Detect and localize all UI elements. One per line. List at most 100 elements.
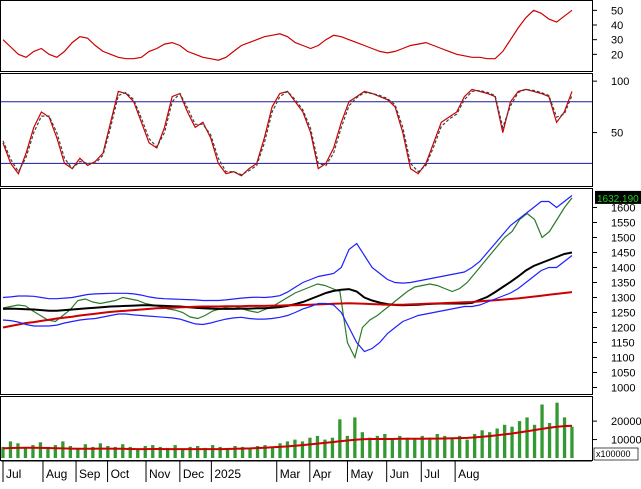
x-tick-label: Dec	[183, 467, 204, 481]
volume-bar	[323, 439, 327, 458]
volume-bar	[225, 447, 230, 458]
volume-unit-label: x100000	[596, 449, 631, 459]
volume-bar	[480, 430, 484, 458]
adx-series-line	[2, 9, 573, 61]
x-tick-label: Sep	[79, 467, 101, 481]
volume-bar	[68, 446, 72, 458]
volume-bar	[443, 435, 447, 458]
price-panel: 1000 1050 1100 1150 1200 1250 1300 1350 1400 1450…	[2, 190, 641, 395]
adx-panel-frame	[0, 0, 593, 72]
volume-bar	[532, 424, 537, 458]
y-tick-label: 10000	[611, 435, 641, 447]
volume-bar	[368, 437, 372, 458]
volume-bar	[517, 421, 522, 458]
y-tick-label: 1600	[611, 203, 635, 215]
last-price-badge	[595, 190, 641, 204]
volume-bar	[46, 446, 50, 458]
volume-bar	[270, 446, 275, 458]
volume-bar	[308, 437, 312, 458]
volume-bar	[360, 432, 364, 458]
y-tick-label: 1200	[611, 323, 635, 335]
x-tick-label: Jul	[424, 467, 439, 481]
volume-bar	[8, 441, 13, 458]
y-tick-label: 20000	[611, 416, 641, 428]
volume-bar	[562, 417, 567, 458]
volume-bar	[53, 445, 57, 458]
volume-bar	[76, 447, 80, 458]
x-tick-label: Jun	[390, 467, 409, 481]
stochastic-panel-frame	[0, 73, 593, 187]
volume-bar	[315, 435, 320, 458]
x-tick-label: Jul	[6, 467, 21, 481]
volume-bar	[151, 445, 155, 458]
y-tick-label: 1150	[611, 338, 635, 350]
x-tick-label: Oct	[111, 467, 130, 481]
volume-bar	[465, 439, 469, 458]
volume-bar	[345, 435, 349, 458]
y-tick-label: 1100	[611, 353, 635, 365]
x-tick-label: Apr	[313, 467, 332, 481]
adx-panel: 20 30 40 50	[2, 5, 623, 61]
volume-bar	[248, 448, 252, 458]
volume-bar	[458, 435, 462, 458]
x-tick-label: Mar	[280, 467, 301, 481]
volume-bar	[555, 402, 559, 458]
volume-bar	[83, 444, 87, 458]
volume-bar	[278, 443, 282, 459]
volume-bar	[398, 435, 402, 458]
volume-bar	[128, 446, 132, 458]
volume-bar	[211, 445, 215, 458]
volume-bar	[255, 446, 260, 458]
y-tick-label: 1000	[611, 383, 635, 395]
volume-bar	[413, 439, 417, 458]
volume-bar	[98, 443, 102, 459]
volume-bar	[405, 437, 409, 458]
y-tick-label: 100	[611, 76, 629, 88]
volume-bar	[188, 446, 192, 458]
volume-bar	[113, 446, 117, 458]
y-tick-label: 1500	[611, 233, 635, 245]
stochastic-series-line	[2, 88, 573, 176]
volume-bar	[91, 446, 95, 458]
x-tick-label: May	[350, 467, 373, 481]
volume-bar	[61, 441, 65, 458]
volume-bar	[293, 439, 297, 458]
y-tick-label: 50	[611, 5, 623, 17]
y-tick-label: 1300	[611, 293, 635, 305]
volume-bar	[218, 446, 222, 458]
volume-bar	[525, 417, 529, 458]
volume-bar	[495, 428, 499, 458]
volume-bar	[353, 417, 357, 458]
volume-bar	[338, 419, 342, 458]
volume-bar	[31, 445, 35, 458]
volume-bar	[23, 447, 28, 458]
volume-bar	[540, 404, 544, 458]
y-tick-label: 1450	[611, 248, 635, 260]
y-tick-label: 40	[611, 20, 623, 32]
x-tick-label: Nov	[149, 467, 170, 481]
price-series-line	[2, 291, 573, 329]
y-tick-label: 50	[611, 128, 623, 140]
volume-bar	[38, 442, 43, 458]
volume-bar	[196, 446, 200, 458]
panel-frames	[0, 0, 593, 461]
volume-bar	[383, 434, 387, 458]
volume-bar	[488, 432, 492, 458]
y-tick-label: 1250	[611, 308, 635, 320]
volume-bar	[106, 446, 110, 458]
x-axis: Jul Aug Sep Oct Nov Dec 2025 Mar Apr May Jun Jul Aug	[1, 460, 592, 482]
volume-bar	[166, 447, 170, 458]
price-series-line	[2, 195, 573, 302]
y-tick-label: 20	[611, 49, 623, 61]
volume-bar	[263, 445, 267, 458]
volume-panel: 10000 20000 x100000	[1, 402, 641, 461]
y-tick-label: 30	[611, 35, 623, 47]
last-price-label: 1632.190	[597, 194, 639, 205]
volume-bar	[300, 441, 305, 458]
volume-bar	[173, 445, 177, 458]
volume-bar	[547, 423, 552, 458]
price-series-line	[2, 197, 573, 360]
volume-bar	[136, 448, 140, 458]
